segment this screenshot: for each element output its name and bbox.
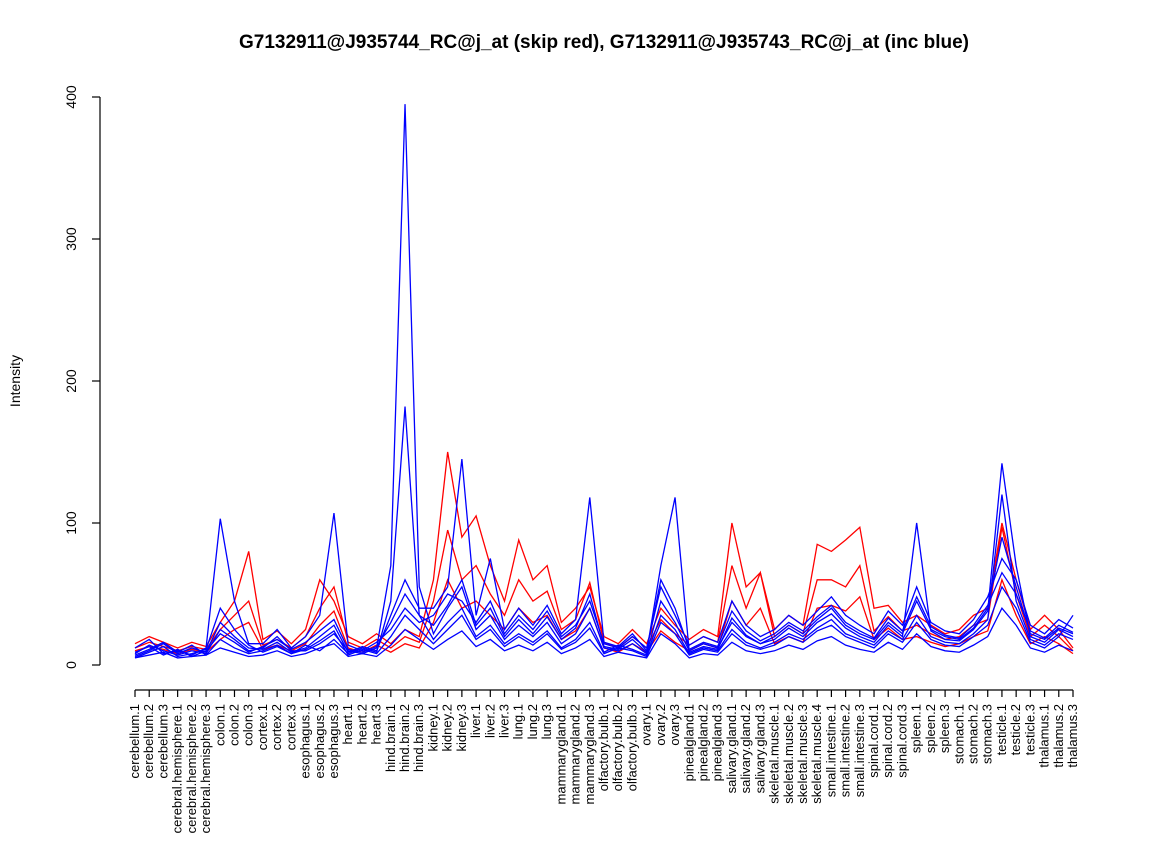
x-tick-label: heart.1 [340,704,355,744]
x-tick-label: liver.1 [468,704,483,738]
x-tick-label: lung.3 [539,704,554,739]
series-line-inc-blue-4 [134,459,1074,658]
x-tick-label: cerebellum.1 [127,704,142,778]
x-tick-label: cerebral.hemisphere.2 [184,704,199,833]
x-tick-label: heart.3 [369,704,384,744]
x-tick-label: spinal.cord.1 [866,704,881,778]
x-tick-label: small.intestine.1 [823,704,838,797]
x-tick-label: lung.1 [511,704,526,739]
x-tick-label: spinal.cord.2 [880,704,895,778]
x-tick-label: thalamus.3 [1065,704,1080,768]
x-tick-label: ovary.3 [667,704,682,746]
x-tick-label: skeletal.muscle.1 [767,704,782,804]
y-tick-label: 200 [63,369,79,393]
x-tick-label: ovary.1 [639,704,654,746]
x-axis [134,689,1074,697]
x-tick-label: stomach.1 [951,704,966,764]
x-tick-label: olfactory.bulb.3 [624,704,639,791]
x-tick-label: skeletal.muscle.2 [781,704,796,804]
x-tick-label: cerebral.hemisphere.1 [170,704,185,833]
series-line-inc-blue-1 [134,104,1074,656]
x-tick-label: mammarygland.2 [568,704,583,804]
x-tick-label: pinealgland.3 [710,704,725,781]
x-tick-label: heart.2 [354,704,369,744]
x-tick-label: testicle.2 [1008,704,1023,755]
y-tick-label: 400 [63,85,79,109]
x-tick-label: hind.brain.2 [397,704,412,772]
series-line-inc-blue-7 [134,607,1074,659]
x-tick-label: cerebellum.3 [155,704,170,778]
x-tick-label: hind.brain.1 [383,704,398,772]
y-tick-label: 0 [63,661,79,669]
series-line-inc-blue-3 [134,512,1074,656]
x-tick-label: lung.2 [525,704,540,739]
x-tick-label: skeletal.muscle.4 [809,704,824,804]
x-tick-label: thalamus.1 [1037,704,1052,768]
x-tick-label: ovary.2 [653,704,668,746]
x-tick-label: liver.2 [482,704,497,738]
series-line-inc-blue-2 [134,406,1074,659]
x-tick-label: spleen.2 [923,704,938,753]
x-tick-label: kidney.1 [425,704,440,751]
x-tick-label: pinealgland.2 [695,704,710,781]
x-tick-label: skeletal.muscle.3 [795,704,810,804]
x-tick-label: small.intestine.3 [852,704,867,797]
series-line-skip-red-1 [134,451,1074,649]
x-tick-label: mammarygland.3 [582,704,597,804]
x-tick-label: stomach.2 [966,704,981,764]
x-tick-label: pinealgland.1 [681,704,696,781]
x-tick-label: esophagus.1 [298,704,313,778]
x-tick-label: esophagus.3 [326,704,341,778]
chart-title: G7132911@J935744_RC@j_at (skip red), G71… [239,32,969,53]
x-tick-label: cerebellum.2 [141,704,156,778]
y-axis [92,96,101,666]
x-tick-label: colon.3 [241,704,256,746]
x-tick-label: testicle.1 [994,704,1009,755]
x-tick-label: olfactory.bulb.2 [610,704,625,791]
x-tick-label: cerebral.hemisphere.3 [198,704,213,833]
x-tick-label: small.intestine.2 [838,704,853,797]
x-tick-label: esophagus.2 [312,704,327,778]
x-tick-label: spleen.3 [937,704,952,753]
series-line-inc-blue-6 [134,585,1074,658]
x-tick-label: liver.3 [497,704,512,738]
y-tick-label: 300 [63,227,79,251]
series-lines [134,104,1074,659]
x-tick-label: salivary.gland.3 [752,704,767,793]
series-line-inc-blue-5 [134,463,1074,658]
x-tick-label: olfactory.bulb.1 [596,704,611,791]
x-tick-label: spleen.1 [909,704,924,753]
x-tick-label: testicle.3 [1022,704,1037,755]
x-tick-label: salivary.gland.2 [738,704,753,793]
x-tick-label: cortex.2 [269,704,284,750]
x-tick-label: kidney.3 [454,704,469,751]
x-tick-label: cortex.1 [255,704,270,750]
x-tick-label: colon.2 [226,704,241,746]
y-tick-label: 100 [63,511,79,535]
x-tick-label: cortex.3 [283,704,298,750]
x-tick-label: mammarygland.1 [553,704,568,804]
x-tick-label: kidney.2 [440,704,455,751]
x-tick-label: stomach.3 [980,704,995,764]
x-tick-label: salivary.gland.1 [724,704,739,793]
y-axis-label: Intensity [7,355,23,407]
x-tick-label: spinal.cord.3 [894,704,909,778]
x-tick-label: colon.1 [212,704,227,746]
x-tick-label: hind.brain.3 [411,704,426,772]
x-tick-label: thalamus.2 [1051,704,1066,768]
